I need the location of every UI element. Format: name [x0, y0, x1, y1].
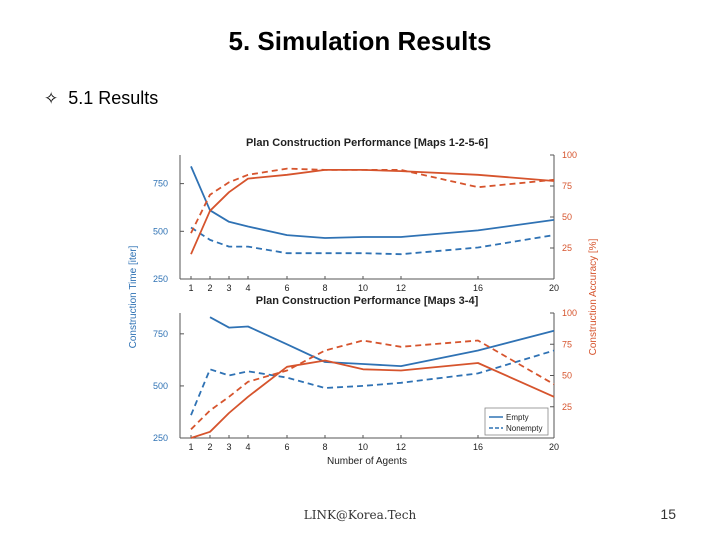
- x-tick-label: 1: [188, 283, 193, 293]
- x-tick-label: 8: [322, 283, 327, 293]
- y-axis-label: Construction Time [iter]: [128, 245, 139, 348]
- x-tick-label: 16: [473, 442, 483, 452]
- x-tick-label: 20: [549, 442, 559, 452]
- chart-title: Plan Construction Performance [Maps 3-4]: [256, 295, 479, 307]
- x-tick-label: 20: [549, 283, 559, 293]
- x-tick-label: 4: [245, 442, 250, 452]
- x-tick-label: 6: [284, 283, 289, 293]
- time-series-line-dashed: [190, 349, 555, 416]
- y-tick-label: 500: [153, 381, 168, 391]
- x-tick-label: 12: [396, 283, 406, 293]
- y-tick-label: 500: [153, 226, 168, 236]
- x-tick-label: 8: [322, 442, 327, 452]
- y-tick-label: 250: [153, 433, 168, 443]
- accuracy-series-line-dashed: [190, 339, 555, 430]
- x-tick-label: 2: [207, 283, 212, 293]
- x-tick-label: 6: [284, 442, 289, 452]
- time-series-line-solid: [209, 316, 555, 368]
- y2-tick-label: 100: [562, 150, 577, 160]
- accuracy-series-line-solid: [190, 168, 555, 255]
- y-tick-label: 250: [153, 274, 168, 284]
- legend-label: Nonempty: [506, 424, 542, 433]
- x-tick-label: 10: [358, 283, 368, 293]
- x-tick-label: 16: [473, 283, 483, 293]
- y2-tick-label: 50: [562, 371, 572, 381]
- slide-title: 5. Simulation Results: [228, 26, 492, 56]
- y2-tick-label: 100: [562, 308, 577, 318]
- x-tick-label: 12: [396, 442, 406, 452]
- legend-label: Empty: [506, 413, 529, 422]
- x-tick-label: 1: [188, 442, 193, 452]
- y-tick-label: 750: [153, 179, 168, 189]
- y2-axis-label: Construction Accuracy [%]: [588, 238, 599, 355]
- y2-tick-label: 75: [562, 339, 572, 349]
- footer-text: LINK@Korea.Tech: [303, 508, 417, 522]
- time-series-line-dashed: [190, 226, 555, 256]
- y-tick-label: 750: [153, 329, 168, 339]
- x-axis-label: Number of Agents: [327, 456, 407, 467]
- y2-tick-label: 25: [562, 402, 572, 412]
- accuracy-series-line-solid: [190, 359, 555, 439]
- x-tick-label: 3: [226, 442, 231, 452]
- x-tick-label: 10: [358, 442, 368, 452]
- x-tick-label: 3: [226, 283, 231, 293]
- accuracy-series-line-dashed: [190, 167, 555, 234]
- x-tick-label: 2: [207, 442, 212, 452]
- bullet-text: 5.1 Results: [68, 88, 159, 108]
- page-number: 15: [660, 506, 676, 522]
- y2-tick-label: 75: [562, 181, 572, 191]
- chart-title: Plan Construction Performance [Maps 1-2-…: [246, 137, 488, 149]
- y2-tick-label: 50: [562, 212, 572, 222]
- time-series-line-solid: [190, 166, 555, 239]
- four-point-star-icon: ✧: [44, 88, 59, 108]
- y2-tick-label: 25: [562, 243, 572, 253]
- legend-box: [484, 407, 549, 436]
- x-tick-label: 4: [245, 283, 250, 293]
- bullet-item: ✧ 5.1 Results: [44, 88, 158, 109]
